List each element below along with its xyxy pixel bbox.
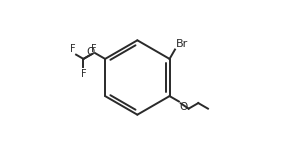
Text: O: O <box>179 102 188 112</box>
Text: F: F <box>81 69 86 79</box>
Text: F: F <box>70 44 76 54</box>
Text: F: F <box>91 44 97 54</box>
Text: O: O <box>86 47 94 58</box>
Text: Br: Br <box>176 39 188 49</box>
